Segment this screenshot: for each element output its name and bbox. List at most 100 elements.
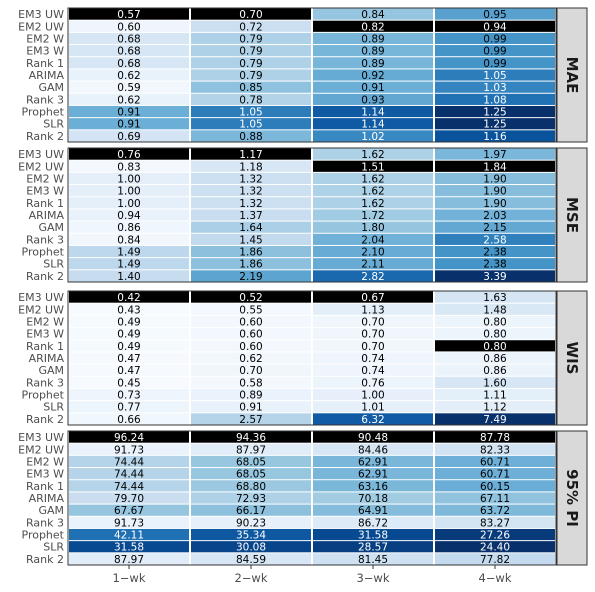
heatmap-cell — [191, 8, 311, 20]
heatmap-cell — [69, 553, 189, 565]
heatmap-cell — [435, 315, 555, 328]
cell-value-label: 1.60 — [483, 377, 506, 389]
row-label: GAM — [38, 221, 64, 234]
cell-value-label: 2.15 — [483, 222, 506, 234]
cell-value-label: 2.10 — [361, 247, 384, 259]
cell-value-label: 0.66 — [117, 414, 141, 426]
cell-value-label: 0.74 — [361, 365, 385, 377]
cell-value-label: 1.25 — [483, 119, 506, 131]
cell-value-label: 0.82 — [361, 21, 384, 33]
cell-value-label: 83.27 — [480, 517, 510, 529]
cell-value-label: 0.84 — [117, 234, 141, 246]
heatmap-cell — [435, 528, 555, 541]
cell-value-label: 0.49 — [117, 341, 140, 353]
heatmap-cell — [435, 388, 555, 401]
heatmap-cell — [435, 69, 555, 81]
heatmap-cell — [69, 172, 189, 185]
heatmap-cell — [191, 401, 311, 413]
row-label: ARIMA — [29, 69, 65, 82]
cell-value-label: 79.70 — [114, 493, 144, 505]
heatmap-cell — [435, 57, 555, 69]
cell-value-label: 0.89 — [361, 46, 384, 58]
cell-value-label: 0.74 — [361, 353, 385, 365]
heatmap-cell — [435, 118, 555, 130]
heatmap-cell — [313, 291, 433, 303]
cell-value-label: 28.57 — [358, 542, 388, 554]
cell-value-label: 0.92 — [361, 70, 384, 82]
heatmap-cell — [69, 340, 189, 352]
heatmap-cell — [191, 328, 311, 340]
heatmap-cell — [435, 443, 555, 455]
cell-value-label: 1.84 — [483, 161, 507, 173]
cell-value-label: 0.80 — [483, 329, 506, 341]
heatmap-cell — [435, 148, 555, 160]
heatmap-cell — [69, 315, 189, 328]
row-label: GAM — [38, 504, 64, 517]
cell-value-label: 0.68 — [117, 46, 140, 58]
cell-value-label: 1.05 — [239, 107, 262, 119]
cell-value-label: 77.82 — [480, 554, 510, 566]
heatmap-cell — [313, 340, 433, 352]
heatmap-cell — [191, 130, 311, 142]
heatmap-cell — [313, 81, 433, 93]
heatmap-cell — [313, 221, 433, 233]
cell-value-label: 1.37 — [239, 210, 262, 222]
heatmap-cell — [435, 364, 555, 376]
row-label: ARIMA — [29, 209, 65, 222]
cell-value-label: 0.99 — [483, 46, 506, 58]
heatmap-cell — [435, 185, 555, 197]
cell-value-label: 60.71 — [480, 469, 510, 481]
cell-value-label: 1.80 — [361, 222, 384, 234]
heatmap-cell — [191, 352, 311, 364]
cell-value-label: 0.76 — [361, 377, 385, 389]
heatmap-cell — [191, 69, 311, 81]
cell-value-label: 2.04 — [361, 234, 385, 246]
cell-value-label: 2.57 — [239, 414, 262, 426]
heatmap-cell — [191, 32, 311, 45]
heatmap-cell — [435, 455, 555, 468]
cell-value-label: 1.32 — [239, 186, 262, 198]
cell-value-label: 0.69 — [117, 131, 140, 143]
cell-value-label: 62.91 — [358, 456, 388, 468]
heatmap-cell — [69, 245, 189, 258]
heatmap-cell — [313, 172, 433, 185]
cell-value-label: 1.62 — [361, 173, 384, 185]
heatmap-cell — [69, 364, 189, 376]
row-label: EM3 UW — [18, 8, 64, 21]
heatmap-cell — [69, 118, 189, 130]
heatmap-cell — [191, 303, 311, 315]
cell-value-label: 35.34 — [236, 530, 266, 542]
heatmap-cell — [191, 258, 311, 270]
cell-value-label: 0.67 — [361, 292, 384, 304]
row-label: Rank 3 — [26, 516, 64, 529]
heatmap-cell — [69, 81, 189, 93]
cell-value-label: 0.47 — [117, 365, 140, 377]
row-label: Rank 1 — [26, 57, 64, 70]
cell-value-label: 0.42 — [117, 292, 140, 304]
heatmap-cell — [435, 81, 555, 93]
heatmap-cell — [191, 172, 311, 185]
heatmap-cell — [313, 57, 433, 69]
cell-value-label: 0.62 — [239, 353, 262, 365]
heatmap-cell — [313, 553, 433, 565]
heatmap-cell — [69, 541, 189, 553]
heatmap-cell — [69, 413, 189, 425]
heatmap-cell — [69, 492, 189, 504]
row-label: Rank 1 — [26, 340, 64, 353]
cell-value-label: 0.94 — [483, 21, 507, 33]
cell-value-label: 72.93 — [236, 493, 266, 505]
cell-value-label: 0.58 — [239, 377, 262, 389]
cell-value-label: 0.88 — [239, 131, 262, 143]
panel-border — [67, 147, 557, 283]
cell-value-label: 1.00 — [117, 198, 140, 210]
cell-value-label: 0.99 — [483, 33, 506, 45]
heatmap-cell — [435, 291, 555, 303]
cell-value-label: 63.72 — [480, 505, 510, 517]
heatmap-cell — [69, 233, 189, 245]
cell-value-label: 1.14 — [361, 107, 385, 119]
cell-value-label: 0.91 — [239, 402, 262, 414]
heatmap-cell — [313, 20, 433, 32]
row-label: Prophet — [22, 246, 65, 259]
row-label: Prophet — [22, 106, 65, 119]
cell-value-label: 0.70 — [361, 316, 384, 328]
